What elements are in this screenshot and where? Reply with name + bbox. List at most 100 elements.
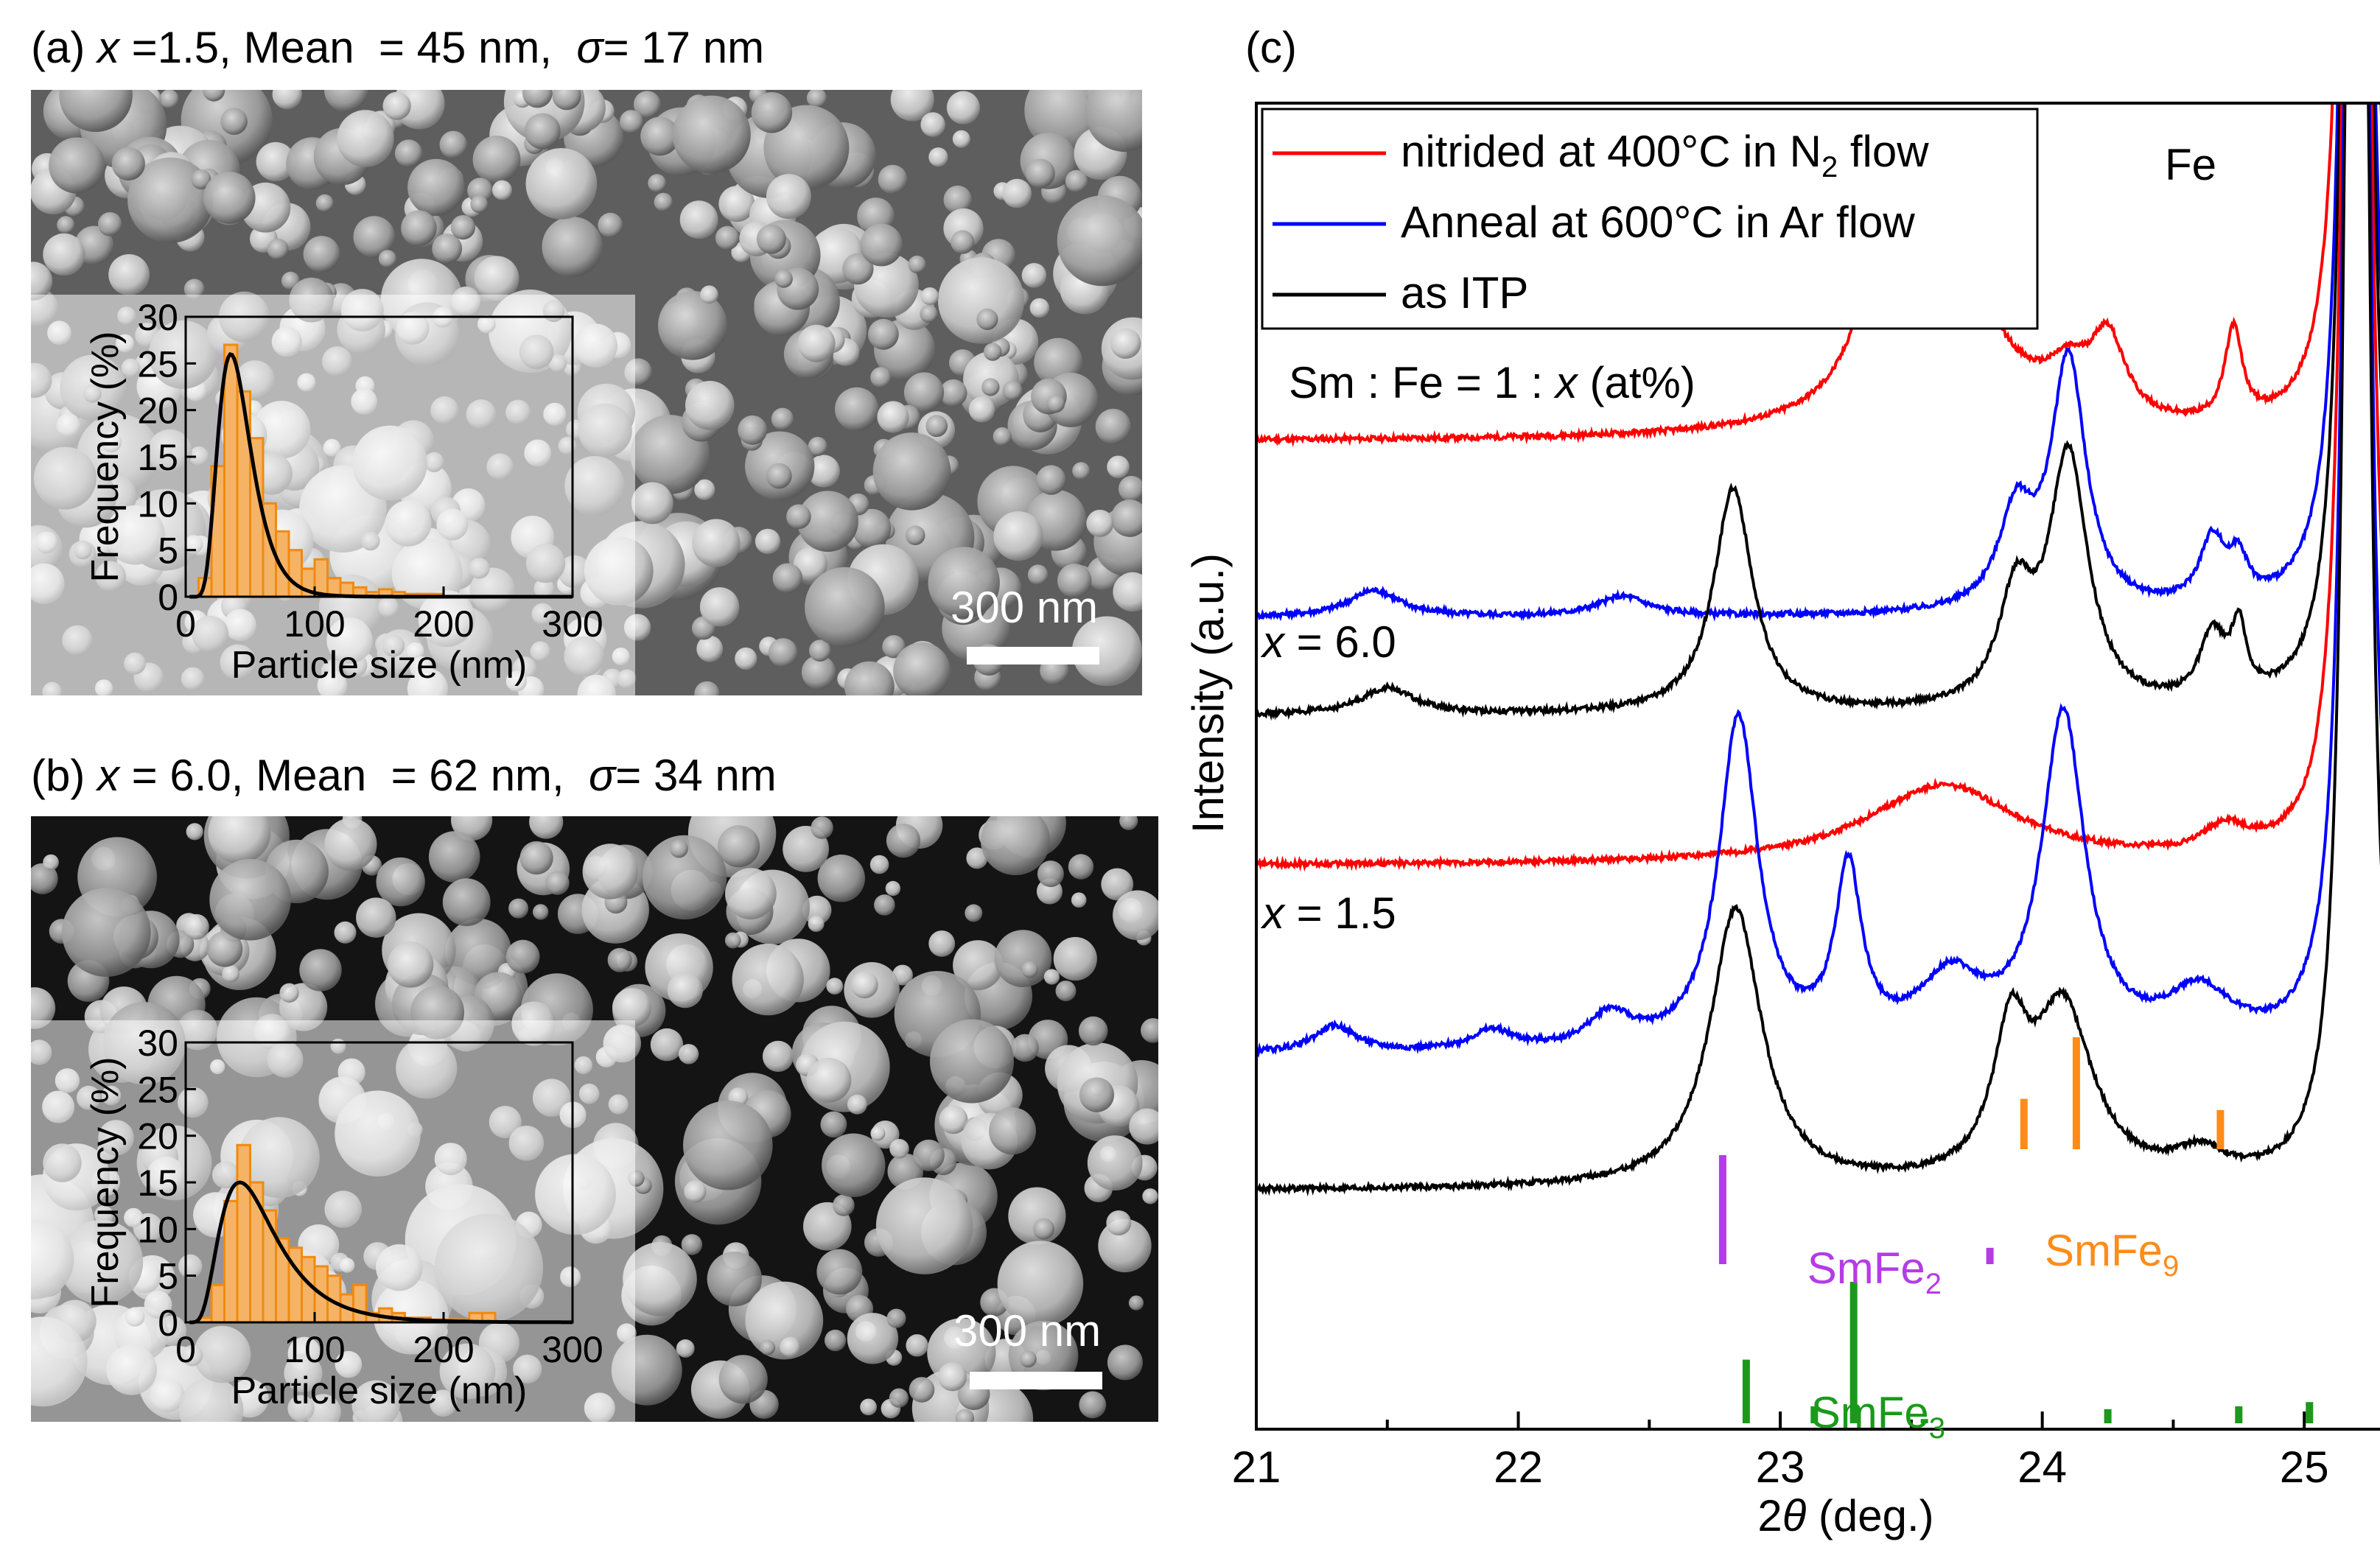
sem-b-grain bbox=[222, 965, 239, 983]
sem-b-grain bbox=[913, 1139, 945, 1171]
sem-b-grain bbox=[31, 863, 58, 894]
sem-b-grain bbox=[683, 1100, 773, 1190]
sem-b-grain bbox=[1011, 1034, 1039, 1062]
sem-a-grain bbox=[1072, 462, 1091, 480]
sem-a-grain bbox=[191, 169, 211, 189]
reference-stick bbox=[1810, 1406, 1819, 1423]
xrd-series-line bbox=[1256, 103, 2380, 1197]
y-tick-label: 10 bbox=[137, 1209, 178, 1250]
sem-b-grain bbox=[808, 916, 825, 932]
sem-b-grain bbox=[745, 1281, 824, 1360]
x-tick-label: 200 bbox=[413, 1329, 474, 1370]
sem-a-grain bbox=[928, 547, 1000, 619]
sem-b-grain bbox=[186, 823, 203, 841]
reference-stick bbox=[1986, 1247, 1994, 1264]
legend-entry-label: as ITP bbox=[1401, 268, 1528, 318]
y-axis-label: Intensity (a.u.) bbox=[1183, 553, 1233, 833]
sem-a-grain bbox=[801, 655, 836, 690]
sem-a-grain bbox=[57, 216, 75, 234]
sem-a-grain bbox=[993, 511, 1043, 561]
sem-a-grain bbox=[699, 587, 740, 627]
x-tick-label: 0 bbox=[175, 603, 196, 645]
reference-label: SmFe2 bbox=[1807, 1244, 1942, 1300]
sem-a-grain bbox=[905, 525, 925, 545]
annotation-x15-var: x bbox=[1260, 888, 1286, 938]
sem-a-grain bbox=[939, 379, 967, 407]
sem-b-grain bbox=[387, 941, 434, 988]
sem-a-grain bbox=[1085, 90, 1142, 152]
sem-b-grain bbox=[529, 816, 564, 839]
y-tick-label: 15 bbox=[137, 437, 178, 478]
sem-b-grain bbox=[885, 880, 901, 897]
hist-inset-background bbox=[31, 1020, 635, 1422]
sem-a-grain bbox=[315, 194, 334, 212]
x-tick-label: 0 bbox=[175, 1329, 196, 1370]
sem-a-grain bbox=[794, 547, 827, 581]
sem-a-grain bbox=[696, 635, 724, 662]
sem-b-grain bbox=[1071, 892, 1087, 908]
sem-a-grain bbox=[766, 174, 811, 220]
panel-a-sigma-text: = 17 nm bbox=[603, 23, 765, 72]
annotation-ratio-prefix: Sm : Fe = 1 : bbox=[1289, 358, 1555, 407]
x-tick-label: 200 bbox=[413, 603, 474, 645]
y-tick-label: 15 bbox=[137, 1162, 178, 1204]
x-tick-label: 22 bbox=[1494, 1442, 1543, 1492]
sem-b-grain bbox=[334, 921, 357, 944]
sem-a-grain bbox=[1057, 195, 1142, 287]
y-tick-label: 25 bbox=[137, 343, 178, 385]
sem-a-grain bbox=[694, 681, 720, 695]
panel-b-x-var: x bbox=[97, 751, 120, 800]
sem-b-grain bbox=[851, 971, 878, 999]
reference-stick bbox=[2104, 1409, 2112, 1423]
sem-a-grain bbox=[1026, 158, 1055, 189]
sem-a-grain bbox=[474, 256, 519, 301]
sem-b-grain bbox=[889, 1139, 909, 1159]
sem-a-grain bbox=[378, 250, 397, 268]
panel-c-label: (c) bbox=[1245, 23, 1297, 72]
sem-b-grain bbox=[676, 1339, 695, 1358]
annotation-x15-text: = 1.5 bbox=[1284, 888, 1396, 938]
panel-b-title: (b) x = 6.0, Mean = 62 nm, σ= 34 nm bbox=[31, 750, 777, 801]
sem-a-grain bbox=[619, 110, 643, 134]
sem-b-grain bbox=[806, 1057, 852, 1103]
sem-a-grain bbox=[159, 90, 179, 109]
sem-a-grain bbox=[968, 396, 995, 423]
sem-a-grain bbox=[98, 212, 122, 236]
sem-b-grain bbox=[1033, 1218, 1054, 1240]
sem-a-grain bbox=[890, 90, 934, 122]
sem-b-grains bbox=[31, 816, 1158, 1422]
sem-a-grain bbox=[842, 253, 874, 285]
sem-a-grain bbox=[872, 432, 951, 511]
x-axis-label-prefix: 2 bbox=[1757, 1491, 1782, 1540]
histogram-bar bbox=[352, 1283, 368, 1324]
sem-b-grain bbox=[869, 855, 889, 874]
sem-b-grain bbox=[718, 825, 760, 868]
sem-a-grain bbox=[432, 234, 463, 264]
sem-a-grain bbox=[382, 91, 411, 120]
legend: nitrided at 400°C in N2 flow Anneal at 60… bbox=[1261, 108, 2039, 330]
sem-b-grain bbox=[376, 857, 425, 907]
sem-a-grain bbox=[1113, 572, 1142, 612]
sem-b-grain bbox=[847, 1313, 899, 1364]
sem-b-grain bbox=[428, 831, 480, 883]
sem-a-grain bbox=[1002, 380, 1023, 401]
sem-b-grain bbox=[442, 878, 491, 927]
sem-b-grain bbox=[760, 1339, 776, 1356]
sem-b-grain bbox=[607, 947, 632, 972]
sem-b-grain bbox=[612, 988, 651, 1028]
sem-a-grain bbox=[672, 95, 751, 174]
sem-b-grain bbox=[816, 1249, 863, 1295]
sem-a-grain bbox=[769, 638, 798, 667]
sem-a-grain bbox=[946, 91, 980, 125]
sem-a-grain bbox=[937, 257, 1025, 344]
sem-b-grain bbox=[681, 1234, 703, 1255]
x-axis-label-unit: (deg.) bbox=[1806, 1491, 1933, 1540]
reference-label: SmFe9 bbox=[2045, 1226, 2179, 1283]
sem-a-grain bbox=[439, 130, 468, 159]
sem-a-grain bbox=[774, 270, 793, 288]
x-tick-label: 21 bbox=[1232, 1442, 1281, 1492]
sem-a-grain bbox=[981, 378, 1000, 396]
sem-a-grain bbox=[852, 508, 892, 548]
sem-b-grain bbox=[1078, 1016, 1108, 1046]
